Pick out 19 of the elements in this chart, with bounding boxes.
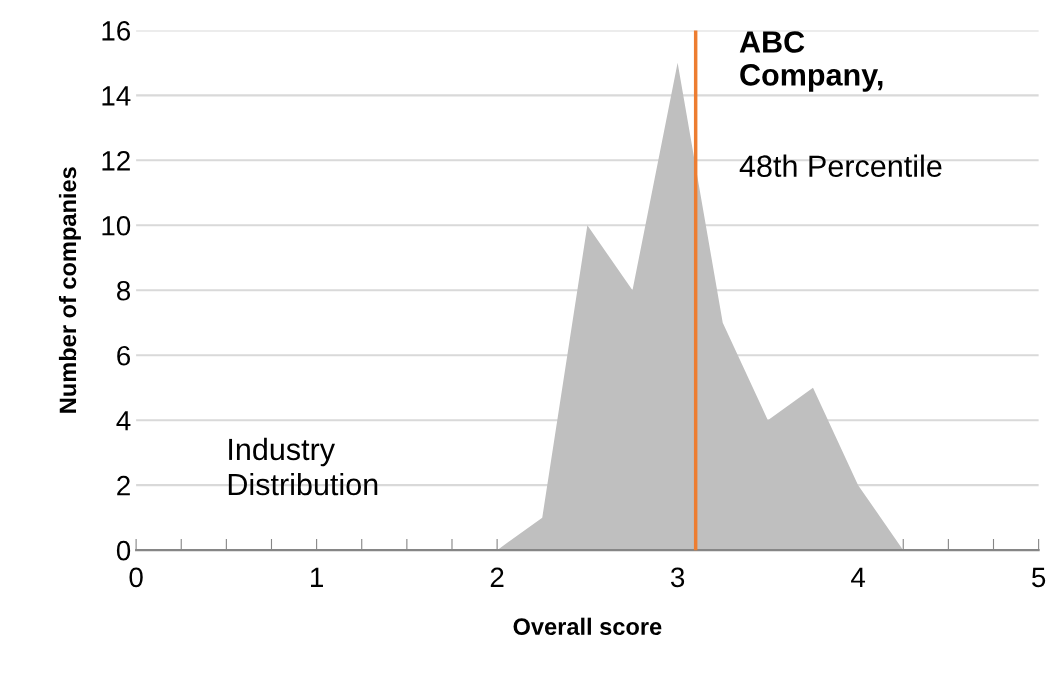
ref-line-label: ABC Company, (739, 31, 883, 92)
y-tick-label: 0 (116, 540, 131, 561)
y-tick-label: 6 (117, 345, 131, 366)
annotation: Industry Distribution (228, 437, 378, 496)
annotation: 48th Percentile (739, 154, 942, 178)
x-tick-label: 2 (490, 567, 504, 587)
y-tick-label: 4 (116, 411, 131, 431)
x-tick-label: 1 (311, 567, 323, 587)
y-tick-label: 8 (117, 280, 131, 301)
x-tick-label: 5 (1032, 567, 1046, 588)
y-tick-label: 12 (102, 150, 130, 171)
x-tick-label: 4 (851, 567, 866, 587)
x-tick-label: 3 (670, 567, 685, 588)
y-tick-label: 14 (102, 86, 131, 106)
y-axis-title: Number of companies (58, 167, 81, 413)
y-tick-label: 2 (117, 475, 130, 496)
y-tick-label: 10 (102, 215, 131, 236)
x-axis-title: Overall score (513, 617, 662, 636)
y-tick-label: 16 (102, 21, 131, 41)
